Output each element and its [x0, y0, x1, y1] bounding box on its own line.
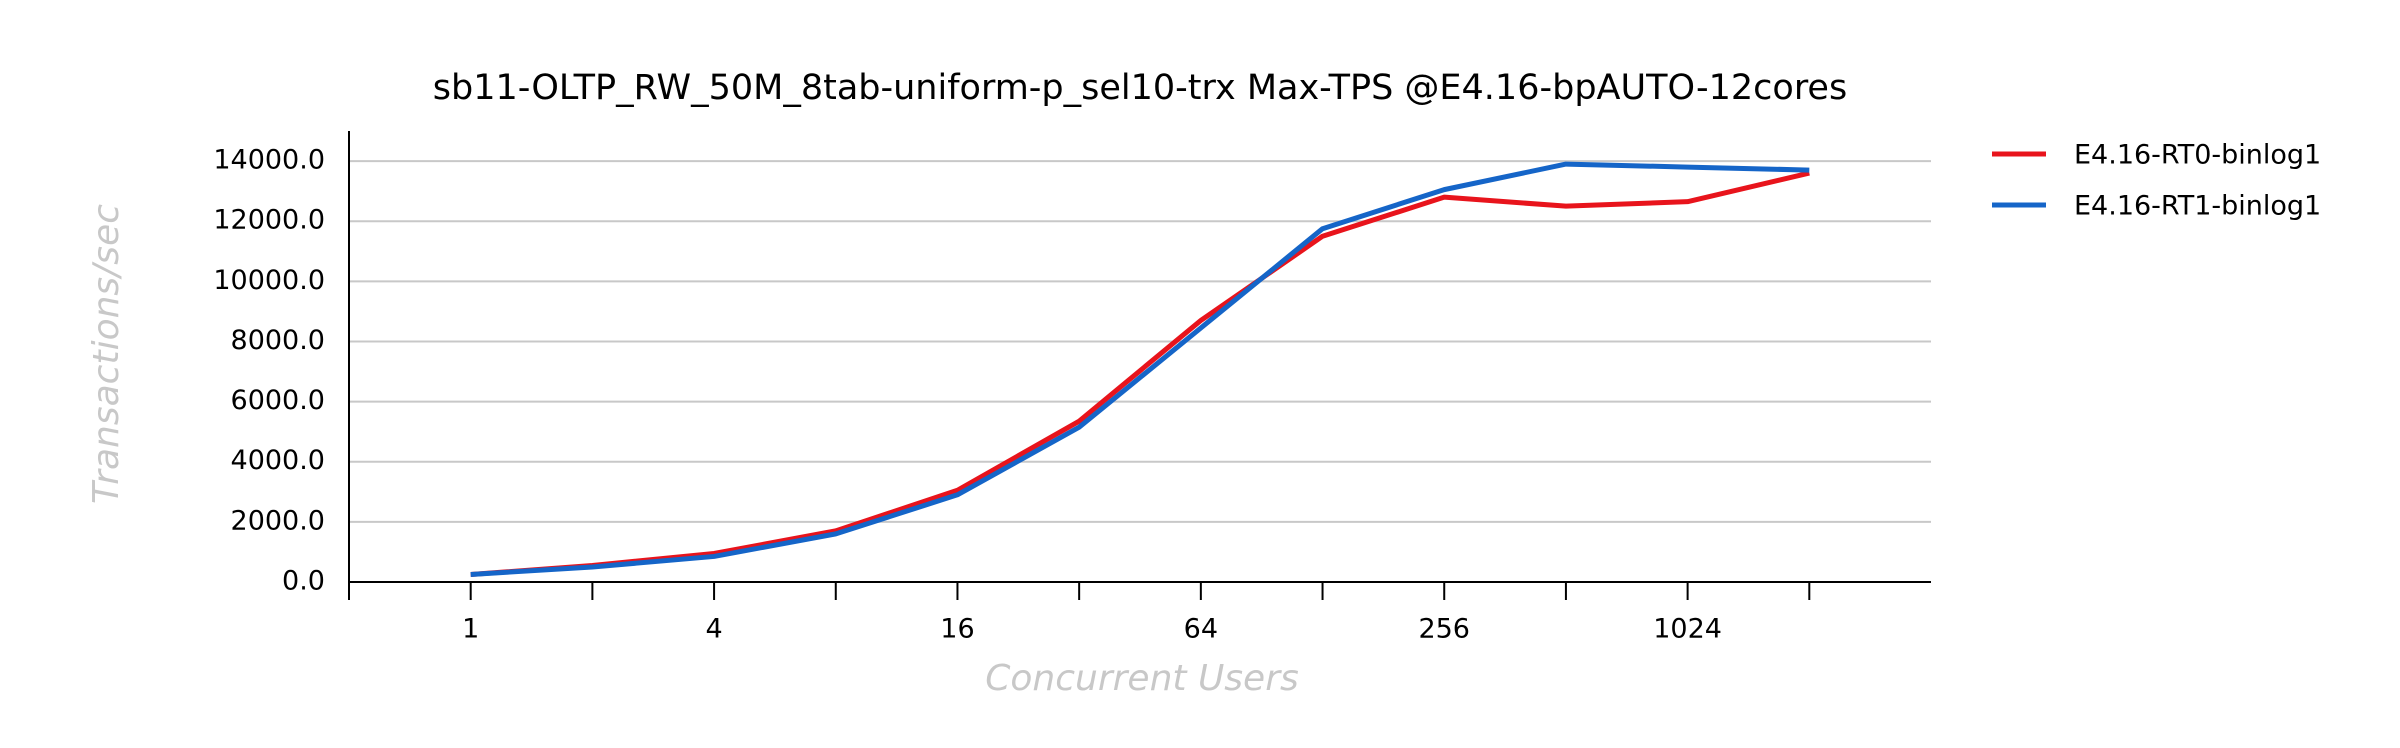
series-line: [470, 170, 1810, 577]
y-axis-label: Transactions/sec: [86, 204, 127, 504]
y-tick-label: 4000.0: [231, 445, 325, 476]
y-tick-label: 10000.0: [213, 265, 325, 296]
y-tick-label: 2000.0: [231, 505, 325, 536]
x-axis-label: Concurrent Users: [985, 658, 1299, 699]
legend-label: E4.16-RT0-binlog1: [2074, 140, 2321, 171]
y-tick-label: 6000.0: [231, 385, 325, 416]
series-line: [470, 161, 1810, 577]
x-tick-label: 4: [705, 614, 722, 645]
y-tick-label: 0.0: [282, 566, 325, 597]
y-tick-label: 14000.0: [213, 145, 325, 176]
legend-label: E4.16-RT1-binlog1: [2074, 191, 2321, 222]
chart-title: sb11-OLTP_RW_50M_8tab-uniform-p_sel10-tr…: [433, 68, 1847, 108]
y-tick-label: 8000.0: [231, 325, 325, 356]
x-tick-label: 1: [462, 614, 479, 645]
x-tick-label: 64: [1184, 614, 1218, 645]
y-tick-label: 12000.0: [213, 205, 325, 236]
x-tick-label: 1024: [1653, 614, 1722, 645]
x-tick-label: 16: [940, 614, 974, 645]
x-tick-label: 256: [1418, 614, 1470, 645]
